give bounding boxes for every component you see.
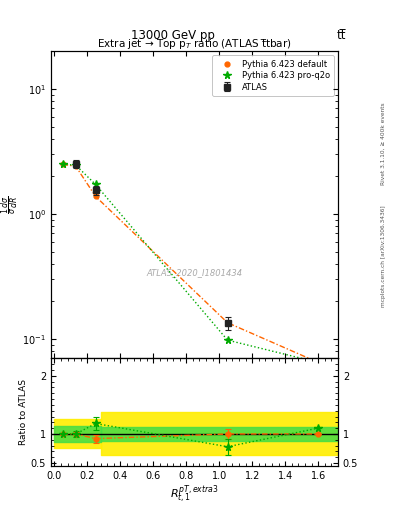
Pythia 6.423 pro-q2o — [93, 181, 98, 187]
Pythia 6.423 default — [60, 161, 65, 167]
Pythia 6.423 pro-q2o — [316, 359, 321, 366]
Text: Rivet 3.1.10, ≥ 400k events: Rivet 3.1.10, ≥ 400k events — [381, 102, 386, 185]
Y-axis label: Ratio to ATLAS: Ratio to ATLAS — [19, 379, 28, 445]
Line: Pythia 6.423 pro-q2o: Pythia 6.423 pro-q2o — [59, 160, 322, 366]
Text: tt̅: tt̅ — [336, 29, 346, 42]
Y-axis label: $\frac{1}{\sigma}\frac{d\sigma}{dR}$: $\frac{1}{\sigma}\frac{d\sigma}{dR}$ — [0, 196, 21, 214]
Pythia 6.423 default — [225, 319, 230, 326]
Text: 13000 GeV pp: 13000 GeV pp — [131, 29, 215, 42]
X-axis label: $R_{t,1}^{pT,extra3}$: $R_{t,1}^{pT,extra3}$ — [170, 483, 219, 506]
Line: Pythia 6.423 default: Pythia 6.423 default — [60, 162, 321, 365]
Pythia 6.423 pro-q2o — [73, 162, 78, 168]
Pythia 6.423 default — [316, 359, 321, 366]
Pythia 6.423 default — [73, 163, 78, 169]
Pythia 6.423 default — [93, 194, 98, 200]
Text: mcplots.cern.ch [arXiv:1306.3436]: mcplots.cern.ch [arXiv:1306.3436] — [381, 205, 386, 307]
Pythia 6.423 pro-q2o — [225, 337, 230, 343]
Pythia 6.423 pro-q2o — [60, 161, 65, 167]
Text: ATLAS_2020_I1801434: ATLAS_2020_I1801434 — [147, 268, 242, 277]
Title: Extra jet → Top p$_T$ ratio (ATLAS t̅tbar): Extra jet → Top p$_T$ ratio (ATLAS t̅tba… — [97, 37, 292, 51]
Legend: Pythia 6.423 default, Pythia 6.423 pro-q2o, ATLAS: Pythia 6.423 default, Pythia 6.423 pro-q… — [212, 55, 334, 96]
